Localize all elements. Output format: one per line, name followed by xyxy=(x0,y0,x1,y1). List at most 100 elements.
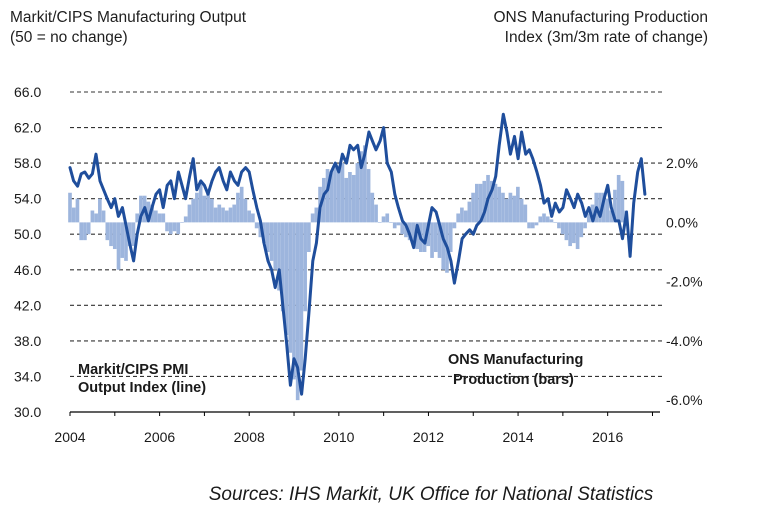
ons-bar xyxy=(370,192,375,223)
left-tick-label: 66.0 xyxy=(14,84,41,100)
right-axis-header: ONS Manufacturing Production Index (3m/3… xyxy=(493,8,708,48)
ons-bar xyxy=(292,222,296,380)
ons-bar xyxy=(187,204,192,223)
ons-bars-series xyxy=(68,145,628,401)
ons-bar xyxy=(534,222,539,226)
ons-bar xyxy=(127,222,132,247)
ons-bar xyxy=(124,222,128,261)
sources-caption: Sources: IHS Markit, UK Office for Natio… xyxy=(0,484,768,506)
ons-bar xyxy=(161,213,166,223)
gridlines xyxy=(70,91,664,377)
ons-bar xyxy=(527,222,531,229)
ons-bar xyxy=(489,180,494,223)
ons-bar xyxy=(180,222,184,223)
ons-bar xyxy=(404,222,408,238)
ons-bar xyxy=(168,222,173,235)
ons-bar xyxy=(497,186,502,223)
left-axis-title: Markit/CIPS Manufacturing Output xyxy=(10,9,247,26)
ons-bar xyxy=(609,210,614,223)
ons-bar xyxy=(616,174,621,223)
line-annotation-1: Markit/CIPS PMI xyxy=(78,362,188,378)
ons-bar xyxy=(131,222,136,247)
ons-bar xyxy=(295,222,300,401)
x-tick-label: 2010 xyxy=(323,429,354,445)
ons-bar xyxy=(359,151,363,223)
ons-bar xyxy=(157,213,162,223)
ons-bar xyxy=(183,216,188,223)
ons-bar xyxy=(139,195,143,223)
ons-bar xyxy=(239,186,244,223)
ons-bar xyxy=(512,195,516,223)
left-tick-label: 38.0 xyxy=(14,333,41,349)
ons-bar xyxy=(150,204,154,223)
x-axis-ticks: 2004 2006 2008 2010 2012 2014 2016 xyxy=(54,412,653,445)
ons-bar xyxy=(463,210,468,223)
ons-bar xyxy=(221,207,225,223)
ons-bar xyxy=(79,222,84,241)
ons-bar xyxy=(206,192,210,223)
ons-bar xyxy=(377,222,382,223)
ons-bar xyxy=(560,222,565,235)
left-axis-subtitle: (50 = no change) xyxy=(10,29,128,46)
ons-bar xyxy=(269,222,274,261)
left-tick-label: 46.0 xyxy=(14,262,41,278)
left-tick-label: 34.0 xyxy=(14,368,41,384)
ons-bar xyxy=(471,192,475,223)
ons-bar xyxy=(545,216,550,223)
ons-bar xyxy=(519,198,524,223)
ons-bar xyxy=(389,222,393,223)
ons-bar xyxy=(441,222,446,270)
ons-bar xyxy=(579,222,584,238)
ons-bar xyxy=(165,222,169,232)
ons-bar xyxy=(98,198,102,223)
bars-annotation-2: Production (bars) xyxy=(453,372,574,388)
ons-bar xyxy=(598,192,602,223)
chart-area: 2004 2006 2008 2010 2012 2014 2016 66.0 62.0 58.… xyxy=(14,84,703,445)
right-axis-ticks: 2.0% 0.0% -2.0% -4.0% -6.0% xyxy=(666,155,703,408)
x-tick-label: 2012 xyxy=(413,429,444,445)
ons-bar xyxy=(299,222,304,371)
ons-bar xyxy=(213,207,218,223)
ons-bar xyxy=(415,222,419,250)
ons-bar xyxy=(243,198,248,223)
ons-bar xyxy=(564,222,569,241)
ons-bar xyxy=(146,201,151,223)
ons-bar xyxy=(75,198,80,223)
ons-bar xyxy=(392,222,397,229)
right-tick-label: 2.0% xyxy=(666,155,698,171)
ons-bar xyxy=(71,207,76,223)
pmi-output-line xyxy=(68,112,647,396)
left-tick-label: 50.0 xyxy=(14,226,41,242)
ons-bar xyxy=(191,198,195,223)
ons-bar xyxy=(542,213,546,223)
x-tick-label: 2004 xyxy=(54,429,85,445)
ons-bar xyxy=(154,210,158,223)
ons-bar xyxy=(508,192,513,223)
ons-bar xyxy=(105,222,110,241)
ons-bar xyxy=(452,222,457,229)
ons-bar xyxy=(265,222,270,252)
ons-bar xyxy=(314,207,319,223)
ons-bar xyxy=(381,216,386,223)
ons-bar xyxy=(613,189,617,223)
ons-bar xyxy=(351,174,356,223)
ons-bar xyxy=(273,222,278,270)
ons-bar xyxy=(590,204,595,223)
ons-bar xyxy=(400,222,405,235)
ons-bar xyxy=(620,180,625,223)
ons-bar xyxy=(601,192,606,223)
ons-bar xyxy=(336,169,341,223)
ons-bar xyxy=(385,213,390,223)
right-tick-label: 0.0% xyxy=(666,214,698,230)
ons-bar xyxy=(232,204,237,223)
ons-bar xyxy=(329,172,334,223)
ons-bar xyxy=(586,213,591,223)
ons-bar xyxy=(83,222,87,241)
ons-bar xyxy=(109,222,113,247)
ons-bar xyxy=(116,222,121,270)
ons-bar xyxy=(553,222,558,223)
ons-bar xyxy=(210,198,214,223)
ons-bar xyxy=(288,222,293,353)
ons-bar xyxy=(303,222,307,312)
ons-bar xyxy=(217,204,222,223)
